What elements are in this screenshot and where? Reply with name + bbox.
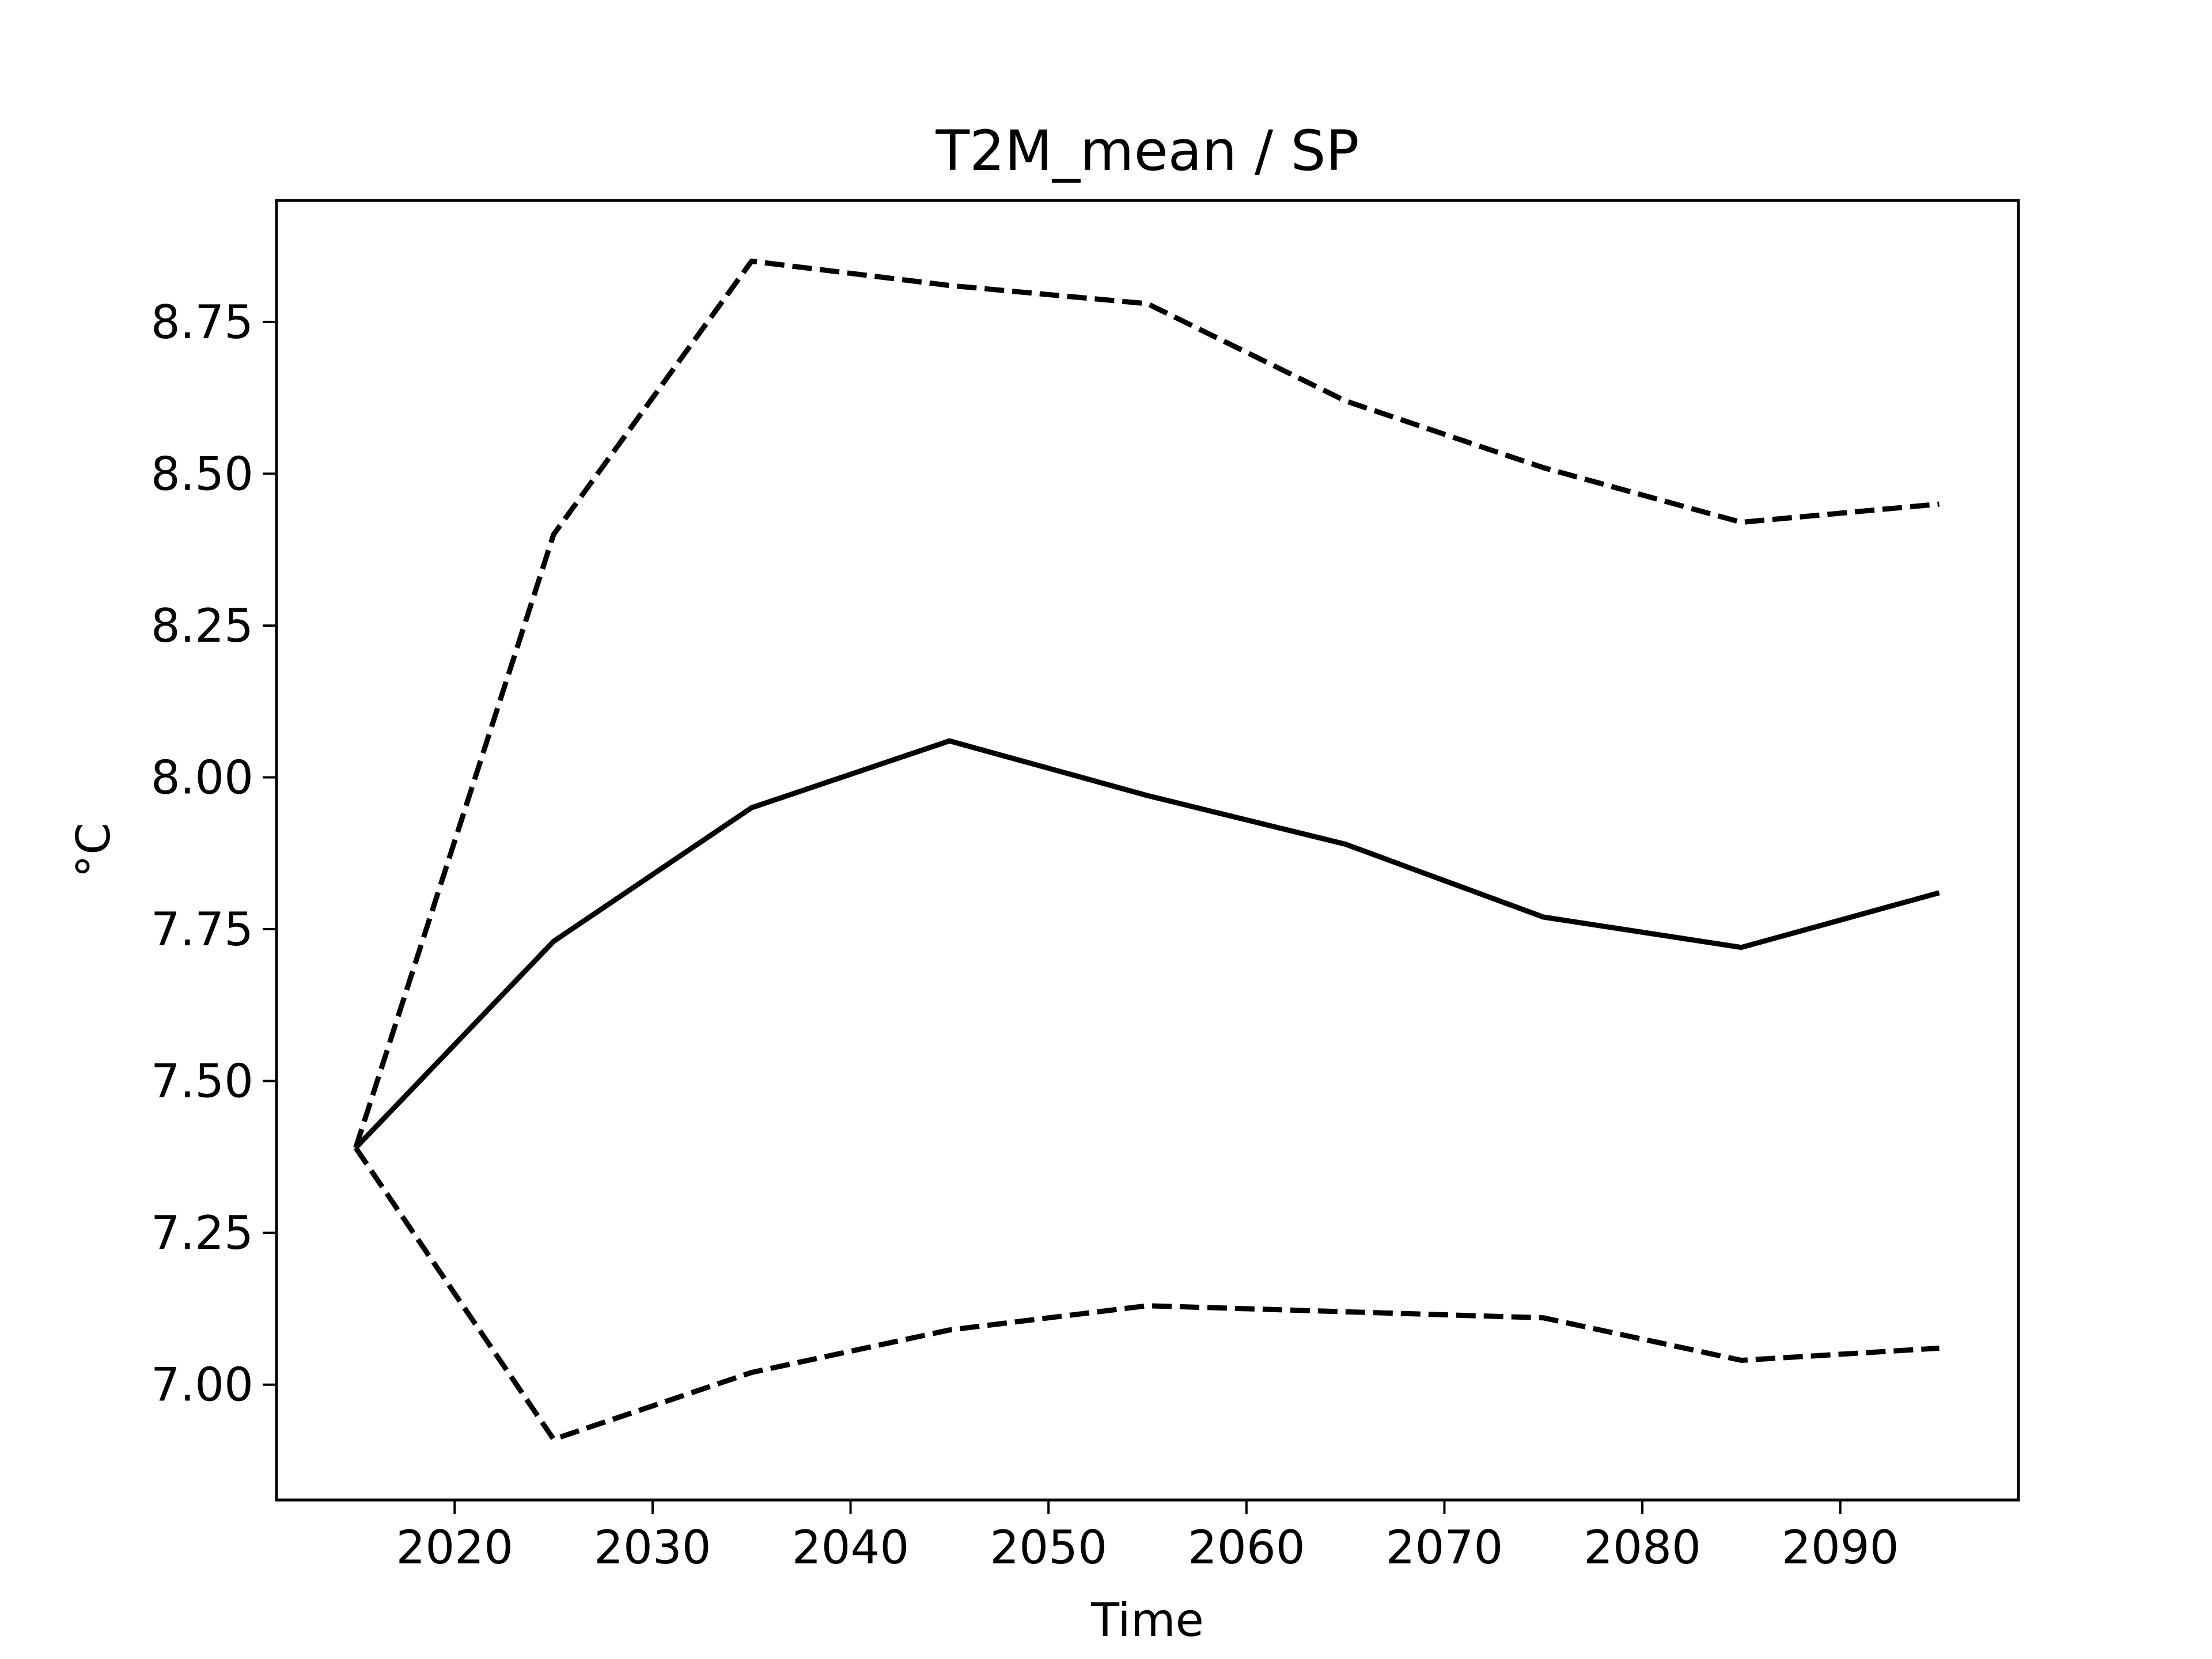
x-axis: 2020 2030 2040 2050 2060 2070 2080 2090 [396,1500,1899,1574]
x-tick-label: 2090 [1782,1521,1899,1574]
x-tick-label: 2060 [1188,1521,1305,1574]
y-tick-label: 7.00 [151,1358,253,1412]
x-tick-label: 2080 [1584,1521,1701,1574]
y-tick-label: 8.25 [151,599,253,653]
y-tick-label: 8.00 [151,751,253,804]
y-tick-label: 7.50 [151,1055,253,1108]
series-line-2 [353,258,1940,1149]
y-axis-label: °C [67,823,120,878]
x-tick-label: 2040 [792,1521,910,1574]
series-line-1 [354,738,1940,1150]
x-axis-label: Time [1090,1593,1204,1647]
axes-frame [275,199,2020,1502]
y-tick-label: 7.75 [151,903,253,956]
x-tick-label: 2070 [1386,1521,1503,1574]
y-axis: 7.00 7.25 7.50 7.75 8.00 8.25 8.50 8.75 [151,296,276,1412]
plot-area [353,258,1940,1442]
x-tick-label: 2030 [594,1521,711,1574]
y-tick-label: 7.25 [151,1206,253,1260]
x-tick-label: 2020 [396,1521,513,1574]
y-tick-label: 8.50 [151,447,253,501]
series-line-3 [353,1146,1940,1442]
y-tick-label: 8.75 [151,296,253,349]
chart-title: T2M_mean / SP [935,119,1359,183]
x-tick-label: 2050 [990,1521,1107,1574]
